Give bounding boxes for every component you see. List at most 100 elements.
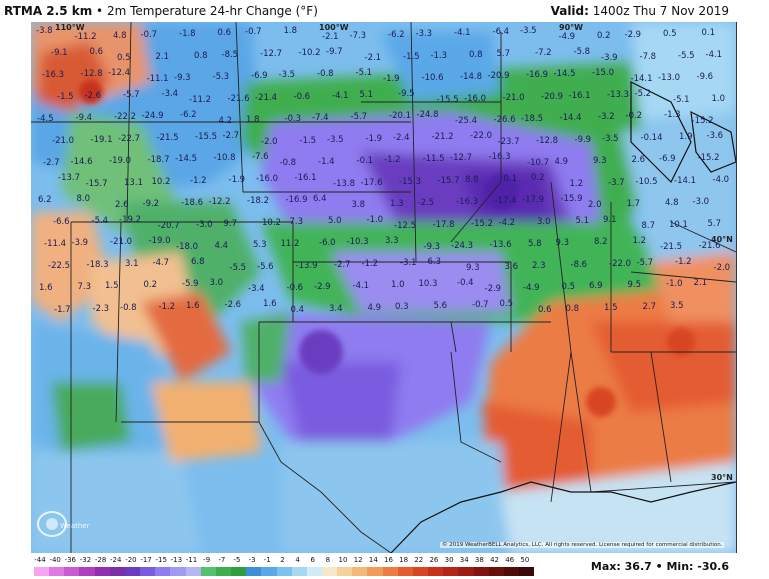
station-value: 1.0: [712, 94, 726, 104]
station-value: 2.3: [532, 261, 546, 271]
station-value: -4.0: [713, 175, 730, 185]
station-value: -5.1: [673, 95, 690, 105]
scale-tick-label: 2: [280, 556, 285, 564]
station-value: -19.0: [109, 156, 131, 166]
station-value: -6.2: [388, 30, 405, 40]
station-value: -17.9: [522, 195, 544, 205]
station-value: -5.5: [678, 51, 695, 61]
scale-swatch: [64, 567, 80, 576]
station-value: -1.9: [366, 134, 383, 144]
scale-swatch: [412, 567, 429, 576]
scale-swatch: [185, 567, 201, 576]
station-value: -10.5: [636, 177, 658, 187]
station-value: -9.2: [143, 199, 160, 209]
station-value: -2.7: [43, 158, 60, 168]
scale-swatch: [382, 567, 398, 576]
scale-tick-label: 26: [429, 556, 439, 564]
station-value: 3.6: [505, 262, 519, 272]
station-value: -13.6: [490, 240, 512, 250]
station-value: 1.2: [633, 236, 647, 246]
station-value: -4.9: [523, 283, 540, 293]
scale-tick-label: -20: [125, 556, 137, 564]
station-value: -16.9: [286, 195, 308, 205]
station-value: -11.1: [147, 74, 169, 84]
station-value: -16.0: [464, 94, 486, 104]
station-value: 3.1: [125, 259, 139, 269]
station-value: -6.6: [53, 217, 70, 227]
scale-swatch: [473, 567, 489, 576]
station-value: -21.6: [228, 94, 250, 104]
station-value: -0.6: [294, 92, 311, 102]
product-name: RTMA 2.5 km: [4, 4, 93, 18]
station-value: -5.5: [230, 263, 247, 273]
station-value: 0.6: [218, 28, 232, 38]
station-value: -0.6: [287, 283, 304, 293]
station-value: 2.1: [694, 278, 708, 288]
scale-swatch: [337, 567, 353, 576]
station-value: 1.8: [284, 26, 298, 36]
station-value: 4.8: [665, 198, 679, 208]
station-value: -14.4: [560, 113, 582, 123]
station-value: -1.0: [666, 279, 683, 289]
station-value: -22.0: [609, 259, 631, 269]
station-value: 0.8: [469, 50, 483, 60]
station-value: -26.6: [494, 115, 516, 125]
station-value: -21.5: [660, 242, 682, 252]
station-value: 0.5: [663, 29, 677, 39]
station-value: -9.6: [697, 72, 714, 82]
station-value: -24.3: [451, 241, 473, 251]
station-value: -13.0: [658, 73, 680, 83]
scale-swatch: [109, 567, 125, 576]
station-value: -10.7: [527, 158, 549, 168]
station-value: -3.1: [400, 258, 417, 268]
scale-swatch: [49, 567, 65, 576]
max-label: Max:: [590, 560, 621, 573]
station-value: 9.1: [603, 215, 617, 225]
station-value: 1.5: [604, 303, 618, 313]
station-value: 13.1: [124, 178, 143, 188]
station-value: -23.7: [498, 137, 520, 147]
station-value: -15.5: [195, 132, 217, 142]
graticule-labels: 110°W 100°W 90°W 40°N 30°N: [55, 23, 733, 482]
station-value: 1.2: [570, 179, 584, 189]
scale-swatch: [367, 567, 383, 576]
station-value: 2.0: [588, 200, 602, 210]
scale-tick-label: -1: [263, 556, 271, 564]
scale-tick-label: -11: [185, 556, 198, 564]
station-value: -2.0: [261, 137, 278, 147]
station-value: 4.4: [215, 241, 229, 251]
station-value: -3.7: [608, 178, 625, 188]
max-value: 36.7: [624, 560, 652, 573]
station-value: 5.7: [708, 219, 722, 229]
station-value: -20.1: [389, 111, 411, 121]
station-value: -12.8: [536, 136, 558, 146]
station-value: -9.1: [51, 48, 68, 58]
station-value: -8.5: [222, 50, 239, 60]
station-value: 0.2: [531, 173, 545, 183]
station-value: -4.1: [706, 50, 723, 60]
scale-tick-label: -40: [49, 556, 61, 564]
station-value: -18.0: [176, 242, 198, 252]
station-value: 3.0: [537, 217, 551, 227]
station-value: -6.2: [180, 110, 197, 120]
logo-text: WeatherBELL: [60, 522, 90, 530]
scale-swatch: [140, 567, 156, 576]
station-value: 5.7: [497, 49, 511, 59]
scale-swatch: [215, 567, 232, 576]
station-value: -0.8: [280, 158, 297, 168]
station-value: -5.1: [356, 68, 373, 78]
station-value: -21.2: [432, 132, 454, 142]
station-value: -10.3: [347, 237, 369, 247]
station-value: -21.4: [255, 93, 277, 103]
station-value: 0.5: [500, 299, 514, 309]
station-value: -14.1: [674, 176, 696, 186]
station-value: 0.1: [504, 174, 518, 184]
station-value: -2.5: [418, 198, 435, 208]
scale-swatch: [200, 567, 216, 576]
station-value: -17.4: [495, 196, 517, 206]
station-value: 4.8: [113, 31, 127, 41]
station-value: -1.9: [229, 175, 246, 185]
station-value: 5.1: [360, 90, 374, 100]
scale-swatch: [79, 567, 95, 576]
scale-swatch: [321, 567, 338, 576]
